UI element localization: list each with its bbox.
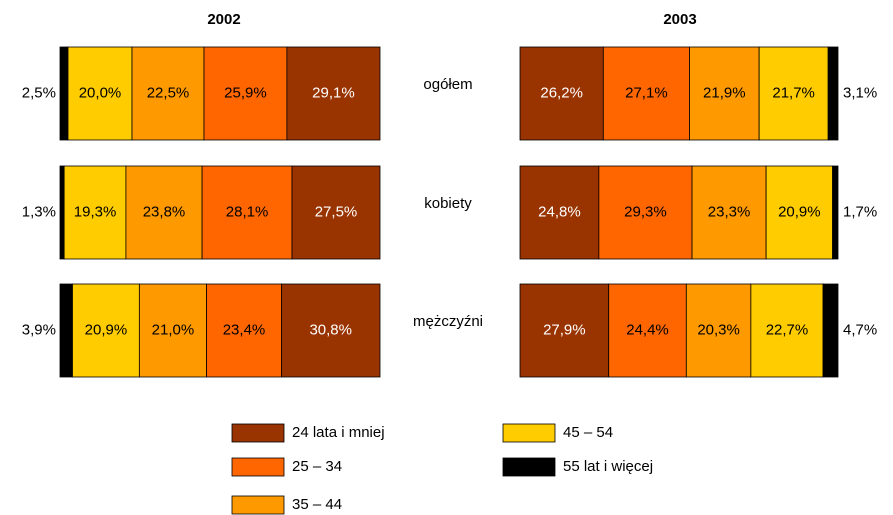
value-label: 29,3% — [624, 203, 667, 220]
value-label: 22,7% — [766, 321, 809, 338]
bar-segment — [519, 46, 604, 141]
value-label: 23,8% — [143, 203, 186, 220]
category-label: mężczyźni — [413, 313, 483, 330]
value-label: 27,9% — [543, 321, 586, 338]
bar-segment — [758, 46, 829, 141]
bar-segment — [602, 46, 690, 141]
value-label: 3,9% — [22, 321, 56, 338]
bar-segment — [519, 165, 600, 260]
legend-label: 45 – 54 — [563, 424, 613, 441]
bar-segment — [281, 283, 381, 378]
value-label: 23,4% — [223, 321, 266, 338]
value-label: 20,0% — [79, 84, 122, 101]
value-label: 20,9% — [85, 321, 128, 338]
legend-label: 25 – 34 — [292, 458, 342, 475]
value-label: 21,9% — [703, 84, 746, 101]
value-label: 22,5% — [147, 84, 190, 101]
legend-swatch — [502, 457, 556, 477]
value-label: 2,5% — [22, 84, 56, 101]
bar-segment — [59, 165, 65, 260]
value-label: 20,9% — [778, 203, 821, 220]
value-label: 3,1% — [843, 84, 877, 101]
bar-segment — [131, 46, 205, 141]
value-label: 4,7% — [843, 321, 877, 338]
value-label: 30,8% — [309, 321, 352, 338]
bar-segment — [691, 165, 767, 260]
value-label: 20,3% — [697, 321, 740, 338]
bar-segment — [203, 46, 288, 141]
bar-segment — [832, 165, 839, 260]
category-label: ogółem — [423, 76, 472, 93]
bar-segment — [291, 165, 381, 260]
bar-segment — [689, 46, 760, 141]
legend-swatch — [231, 495, 285, 515]
value-label: 29,1% — [312, 84, 355, 101]
legend-label: 24 lata i mniej — [292, 424, 385, 441]
panel-title: 2003 — [663, 11, 696, 28]
value-label: 26,2% — [540, 84, 583, 101]
category-label: kobiety — [424, 195, 472, 212]
value-label: 24,4% — [626, 321, 669, 338]
legend-label: 35 – 44 — [292, 496, 342, 513]
value-label: 1,3% — [22, 203, 56, 220]
bar-segment — [201, 165, 293, 260]
legend-swatch — [502, 423, 556, 443]
value-label: 19,3% — [74, 203, 117, 220]
bar-segment — [685, 283, 752, 378]
bar-segment — [765, 165, 833, 260]
bar-segment — [598, 165, 693, 260]
value-label: 24,8% — [538, 203, 581, 220]
bar-segment — [125, 165, 203, 260]
bar-segment — [59, 46, 69, 141]
value-label: 23,3% — [708, 203, 751, 220]
legend-label: 55 lat i więcej — [563, 458, 653, 475]
panel-title: 2002 — [207, 11, 240, 28]
value-label: 21,7% — [772, 84, 815, 101]
value-label: 28,1% — [226, 203, 269, 220]
legend-swatch — [231, 457, 285, 477]
bar-segment — [608, 283, 687, 378]
bar-segment — [519, 283, 610, 378]
bar-segment — [138, 283, 207, 378]
legend-swatch — [231, 423, 285, 443]
bar-segment — [63, 165, 127, 260]
value-label: 21,0% — [152, 321, 195, 338]
bar-segment — [286, 46, 381, 141]
bar-segment — [72, 283, 140, 378]
value-label: 27,1% — [625, 84, 668, 101]
bar-segment — [67, 46, 133, 141]
value-label: 25,9% — [224, 84, 267, 101]
value-label: 27,5% — [315, 203, 358, 220]
bar-segment — [822, 283, 839, 378]
bar-segment — [827, 46, 839, 141]
bar-segment — [59, 283, 73, 378]
value-label: 1,7% — [843, 203, 877, 220]
